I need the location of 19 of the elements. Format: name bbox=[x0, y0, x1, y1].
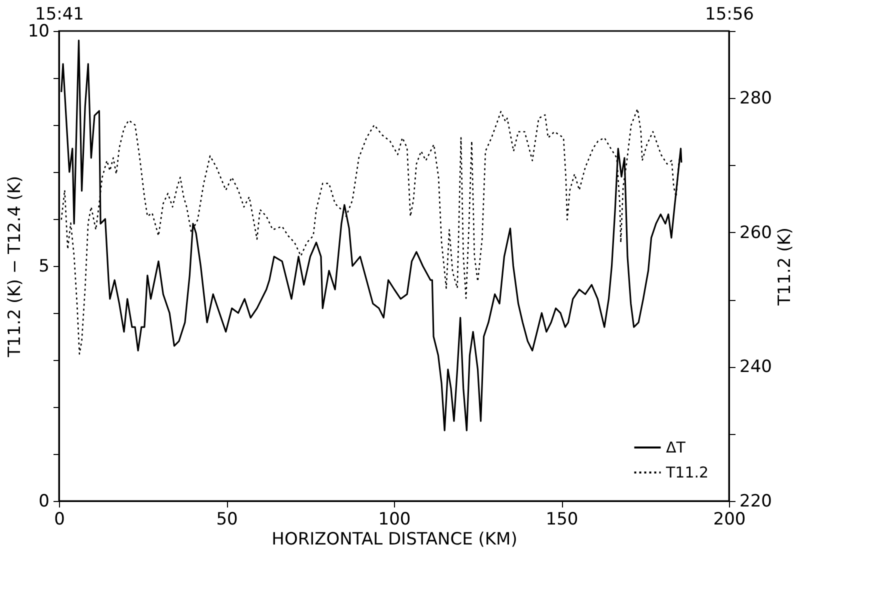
y-tick-label: 10 bbox=[28, 22, 50, 42]
y2-tick-label: 240 bbox=[740, 357, 772, 378]
y2-axis-title: T11.2 (K) bbox=[774, 227, 795, 307]
x2-tick-label: 15:56 bbox=[705, 4, 754, 24]
x-tick-label: 150 bbox=[546, 510, 578, 530]
y2-tick-label: 220 bbox=[740, 492, 772, 512]
y-axis-title: T11.2 (K) − T12.4 (K) bbox=[4, 176, 25, 358]
x-tick-label: 100 bbox=[378, 510, 411, 530]
y2-tick-label: 280 bbox=[740, 88, 772, 109]
y2-tick-label: 260 bbox=[740, 222, 772, 243]
x-tick-label: 200 bbox=[713, 510, 746, 530]
legend-label: ΔT bbox=[666, 438, 686, 456]
x-tick-label: 0 bbox=[54, 510, 65, 530]
x2-tick-label: 15:41 bbox=[35, 4, 84, 24]
x-tick-label: 50 bbox=[216, 510, 238, 530]
y-tick-label: 0 bbox=[38, 492, 50, 512]
x-axis-title: HORIZONTAL DISTANCE (KM) bbox=[272, 530, 518, 550]
y-tick-label: 5 bbox=[38, 256, 50, 276]
legend-label: T11.2 bbox=[665, 464, 709, 482]
